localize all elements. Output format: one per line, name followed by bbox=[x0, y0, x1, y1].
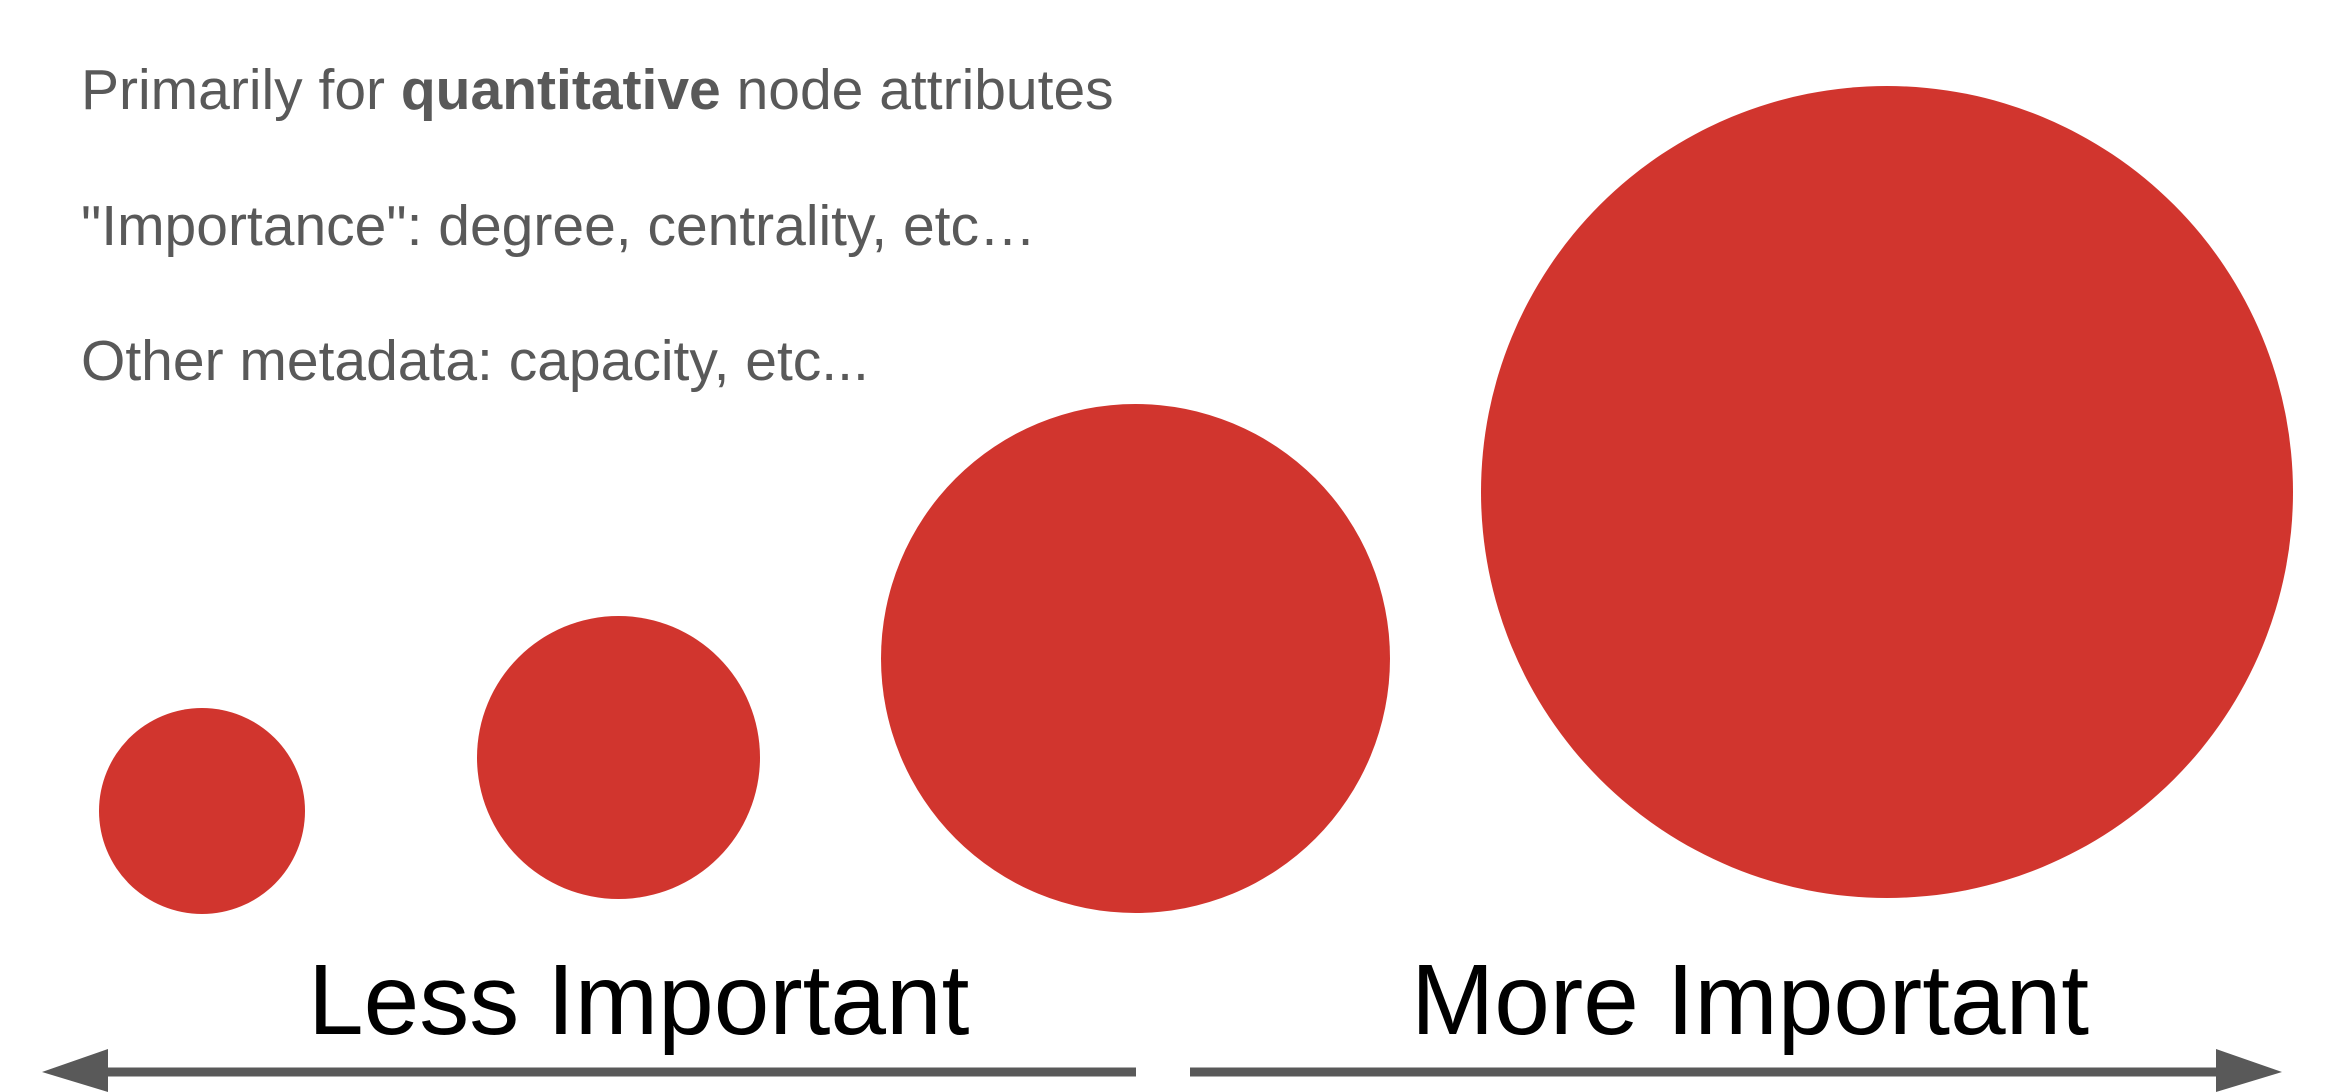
more-important-arrow bbox=[1190, 1049, 2282, 1092]
less-important-label: Less Important bbox=[308, 944, 970, 1056]
bullet-quantitative: Primarily for quantitative node attribut… bbox=[81, 62, 1114, 119]
node-circle-largest bbox=[1481, 86, 2293, 898]
node-circle-medium bbox=[881, 404, 1390, 913]
bullet-quantitative-prefix: Primarily for bbox=[81, 58, 401, 122]
bullet-importance: "Importance": degree, centrality, etc… bbox=[81, 194, 1037, 258]
bullet-quantitative-suffix: node attributes bbox=[720, 58, 1114, 122]
node-circle-small bbox=[477, 616, 760, 899]
more-important-label: More Important bbox=[1411, 944, 2090, 1056]
bullet-quantitative-bold: quantitative bbox=[400, 58, 721, 122]
bullet-metadata: Other metadata: capacity, etc... bbox=[81, 329, 869, 393]
less-important-arrow bbox=[42, 1049, 1136, 1092]
left-arrowhead-icon bbox=[42, 1049, 108, 1092]
right-arrowhead-icon bbox=[2216, 1049, 2282, 1092]
node-circle-smallest bbox=[99, 708, 305, 914]
